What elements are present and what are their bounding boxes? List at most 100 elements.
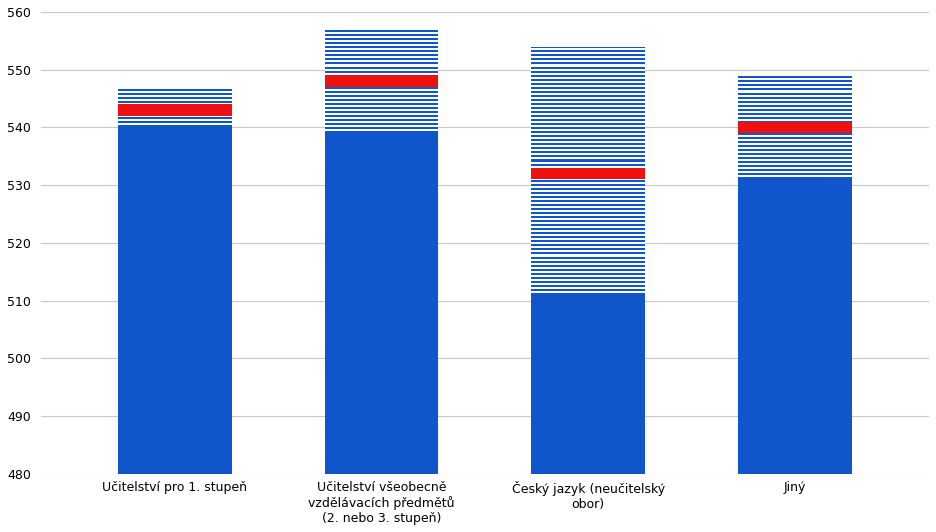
Bar <box>325 133 438 474</box>
Bar <box>325 62 438 64</box>
Bar <box>532 208 645 210</box>
Bar <box>118 128 232 474</box>
Bar <box>738 76 852 78</box>
Bar <box>738 133 852 135</box>
Bar <box>738 113 852 115</box>
Bar <box>532 176 645 178</box>
Bar <box>532 273 645 275</box>
Bar <box>532 236 645 238</box>
Bar <box>738 85 852 86</box>
Bar <box>532 172 645 173</box>
Bar <box>738 121 852 123</box>
Bar <box>738 161 852 163</box>
Bar <box>325 95 438 97</box>
Bar <box>532 224 645 226</box>
Bar <box>738 125 852 127</box>
Bar <box>325 42 438 44</box>
Bar <box>738 145 852 147</box>
Bar <box>532 152 645 153</box>
Bar <box>325 82 438 85</box>
Bar <box>738 137 852 139</box>
Bar <box>532 127 645 129</box>
Bar <box>325 119 438 121</box>
Bar <box>118 113 232 115</box>
Bar <box>532 264 645 267</box>
Bar <box>738 105 852 106</box>
Bar <box>325 103 438 105</box>
Bar <box>532 99 645 101</box>
Bar <box>532 289 645 291</box>
Bar <box>532 180 645 182</box>
Bar <box>325 30 438 32</box>
Bar <box>532 66 645 69</box>
Bar <box>532 71 645 72</box>
Bar <box>532 47 645 295</box>
Bar <box>738 157 852 159</box>
Bar <box>532 163 645 165</box>
Bar <box>738 88 852 90</box>
Bar <box>532 212 645 214</box>
Bar <box>738 76 852 179</box>
Bar <box>532 51 645 52</box>
Bar <box>118 118 232 119</box>
Bar <box>532 155 645 157</box>
Bar <box>325 59 438 61</box>
Bar <box>738 179 852 474</box>
Bar <box>532 228 645 230</box>
Bar <box>532 91 645 93</box>
Bar <box>532 168 645 179</box>
Bar <box>325 87 438 89</box>
Bar <box>325 29 438 133</box>
Bar <box>532 204 645 206</box>
Bar <box>118 104 232 116</box>
Bar <box>118 101 232 103</box>
Bar <box>532 111 645 113</box>
Bar <box>532 285 645 287</box>
Bar <box>738 173 852 176</box>
Bar <box>532 248 645 251</box>
Bar <box>118 105 232 107</box>
Bar <box>532 277 645 279</box>
Bar <box>118 89 232 91</box>
Bar <box>118 97 232 99</box>
Bar <box>532 135 645 137</box>
Bar <box>532 95 645 97</box>
Bar <box>118 121 232 123</box>
Bar <box>738 177 852 179</box>
Bar <box>738 149 852 151</box>
Bar <box>532 295 645 474</box>
Bar <box>325 123 438 125</box>
Bar <box>325 127 438 129</box>
Bar <box>532 188 645 190</box>
Bar <box>325 51 438 52</box>
Bar <box>738 93 852 95</box>
Bar <box>325 99 438 101</box>
Bar <box>532 74 645 77</box>
Bar <box>532 281 645 283</box>
Bar <box>738 101 852 103</box>
Bar <box>738 80 852 82</box>
Bar <box>532 261 645 263</box>
Bar <box>738 153 852 155</box>
Bar <box>532 216 645 218</box>
Bar <box>532 244 645 246</box>
Bar <box>325 107 438 109</box>
Bar <box>118 126 232 128</box>
Bar <box>118 93 232 95</box>
Bar <box>532 119 645 121</box>
Bar <box>532 196 645 198</box>
Bar <box>738 96 852 98</box>
Bar <box>532 54 645 56</box>
Bar <box>532 115 645 117</box>
Bar <box>532 240 645 243</box>
Bar <box>532 168 645 170</box>
Bar <box>738 169 852 171</box>
Bar <box>532 160 645 162</box>
Bar <box>738 129 852 131</box>
Bar <box>532 139 645 142</box>
Bar <box>325 111 438 113</box>
Bar <box>532 232 645 234</box>
Bar <box>325 71 438 72</box>
Bar <box>325 79 438 81</box>
Bar <box>532 131 645 133</box>
